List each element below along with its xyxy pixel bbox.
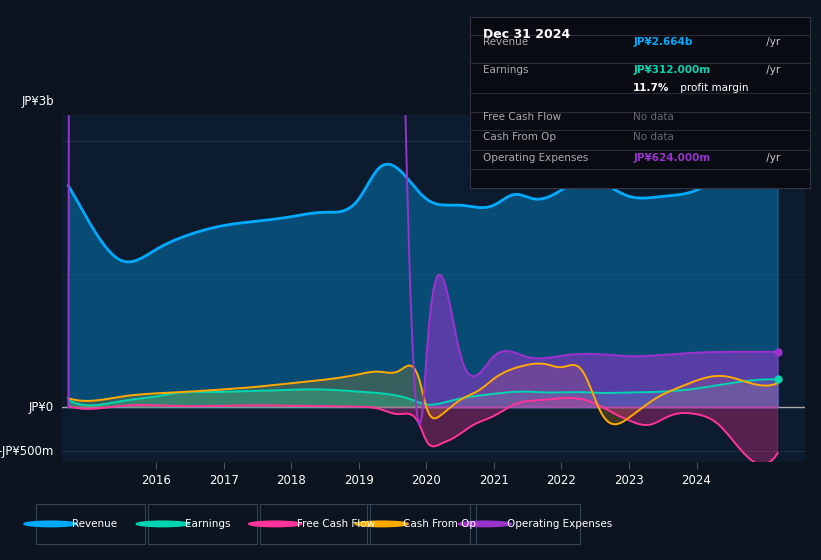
Circle shape <box>355 521 408 526</box>
Text: /yr: /yr <box>763 153 780 164</box>
Circle shape <box>458 521 511 526</box>
Text: profit margin: profit margin <box>677 83 749 94</box>
Text: Dec 31 2024: Dec 31 2024 <box>484 28 571 41</box>
Text: Free Cash Flow: Free Cash Flow <box>484 113 562 123</box>
Bar <box>148 504 258 544</box>
Text: /yr: /yr <box>763 38 780 47</box>
Text: Operating Expenses: Operating Expenses <box>484 153 589 164</box>
Text: Cash From Op: Cash From Op <box>484 132 557 142</box>
Circle shape <box>24 521 77 526</box>
Text: Free Cash Flow: Free Cash Flow <box>297 519 375 529</box>
Circle shape <box>249 521 302 526</box>
Text: Earnings: Earnings <box>484 64 529 74</box>
Bar <box>367 504 476 544</box>
Bar <box>260 504 369 544</box>
Text: JP¥312.000m: JP¥312.000m <box>633 64 710 74</box>
Text: -JP¥500m: -JP¥500m <box>0 445 54 458</box>
Bar <box>36 504 145 544</box>
Text: JP¥3b: JP¥3b <box>21 95 54 108</box>
Text: No data: No data <box>633 132 674 142</box>
Bar <box>470 504 580 544</box>
Text: JP¥624.000m: JP¥624.000m <box>633 153 710 164</box>
Text: Revenue: Revenue <box>484 38 529 47</box>
Text: JP¥2.664b: JP¥2.664b <box>633 38 693 47</box>
Text: /yr: /yr <box>763 64 780 74</box>
Text: Cash From Op: Cash From Op <box>403 519 476 529</box>
Text: Operating Expenses: Operating Expenses <box>507 519 612 529</box>
Text: No data: No data <box>633 113 674 123</box>
Circle shape <box>136 521 190 526</box>
Text: JP¥0: JP¥0 <box>29 400 54 414</box>
Text: 11.7%: 11.7% <box>633 83 670 94</box>
Text: Revenue: Revenue <box>72 519 117 529</box>
Text: Earnings: Earnings <box>185 519 230 529</box>
